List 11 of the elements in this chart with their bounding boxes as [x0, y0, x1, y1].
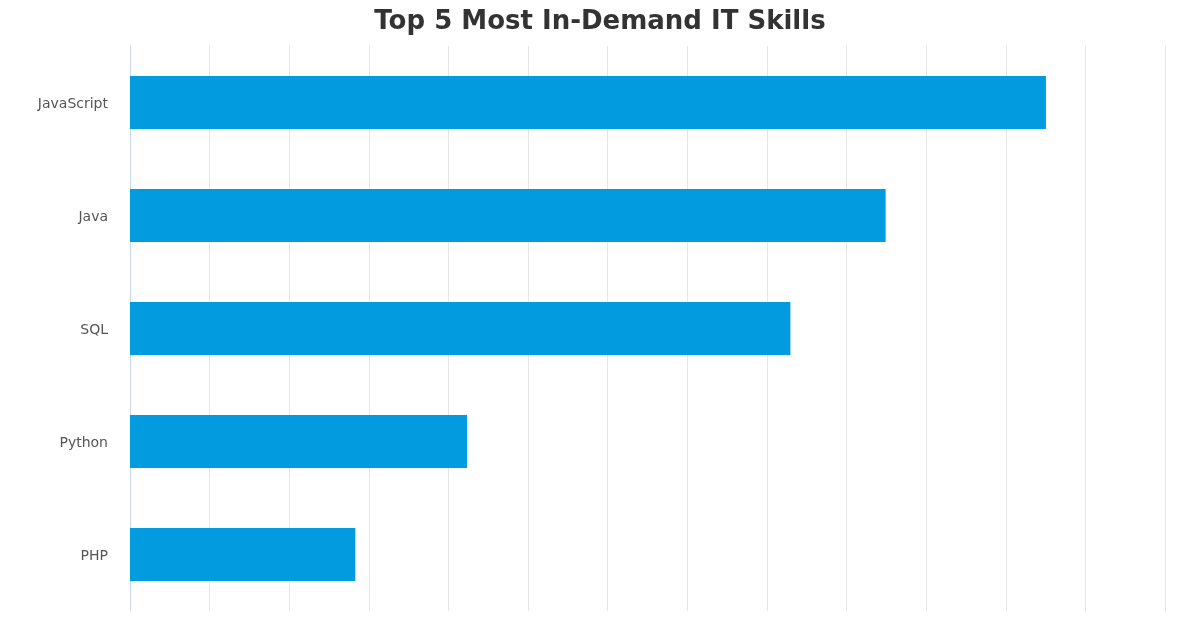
bar	[130, 301, 791, 356]
y-tick-label: Java	[77, 207, 108, 224]
bar	[130, 75, 1046, 130]
y-tick-label: PHP	[80, 546, 108, 563]
y-tick-label: Python	[59, 433, 108, 450]
y-tick-label: JavaScript	[36, 94, 109, 111]
bar	[130, 527, 356, 582]
bar	[130, 188, 886, 243]
y-tick-label: SQL	[80, 320, 109, 337]
chart-title: Top 5 Most In-Demand IT Skills	[374, 5, 826, 35]
bar	[130, 414, 468, 469]
